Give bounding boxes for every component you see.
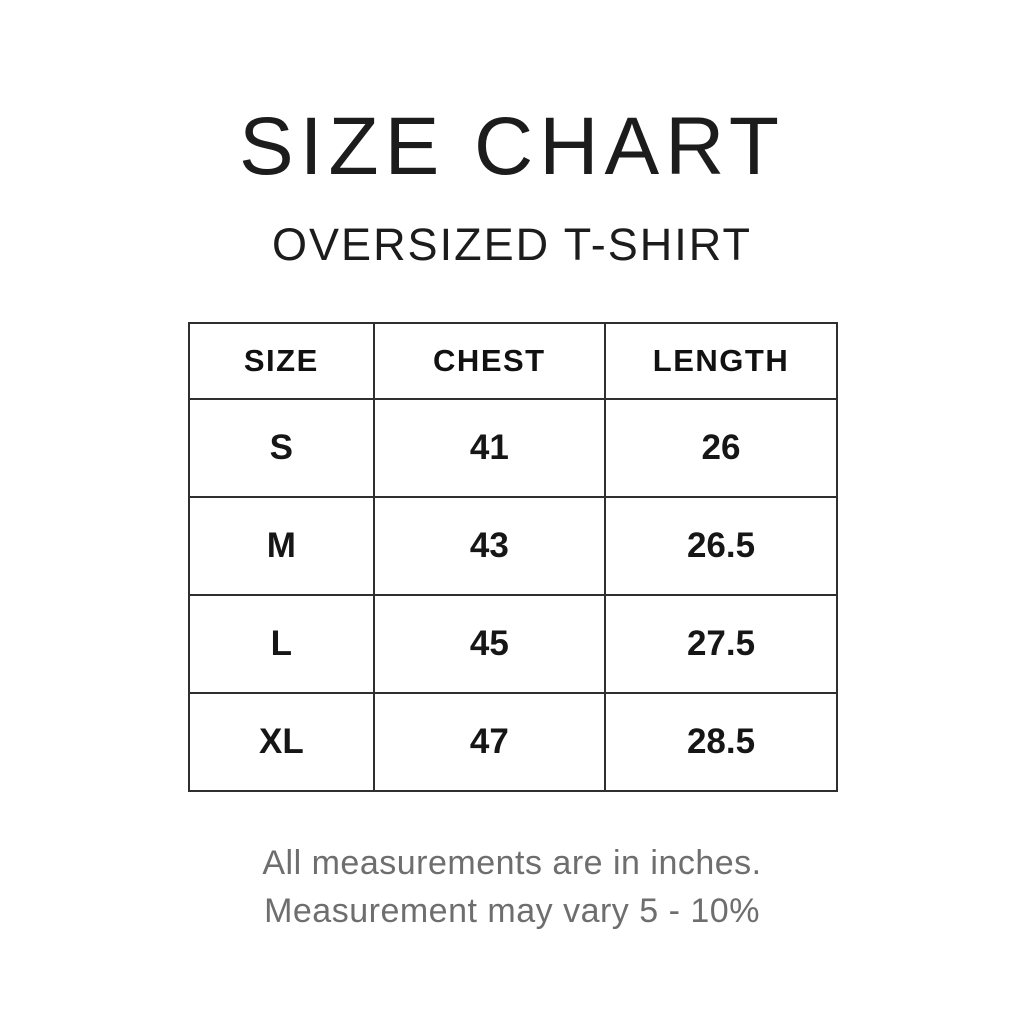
- table-row-s: S 41 26: [188, 398, 838, 498]
- cell-chest: 47: [372, 692, 607, 792]
- cell-size: XL: [188, 692, 375, 792]
- cell-size: L: [188, 594, 375, 694]
- column-header-size: SIZE: [188, 322, 375, 400]
- table-header-row: SIZE CHEST LENGTH: [188, 322, 838, 400]
- footer-line-2: Measurement may vary 5 - 10%: [264, 892, 760, 930]
- cell-length: 26: [604, 398, 838, 498]
- footer-note: All measurements are in inches. Measurem…: [0, 839, 1024, 935]
- cell-length: 28.5: [604, 692, 838, 792]
- cell-length: 26.5: [604, 496, 838, 596]
- cell-size: M: [188, 496, 375, 596]
- table-row-xl: XL 47 28.5: [188, 692, 838, 792]
- table-row-l: L 45 27.5: [188, 594, 838, 694]
- footer-line-1: All measurements are in inches.: [262, 844, 762, 882]
- table-row-m: M 43 26.5: [188, 496, 838, 596]
- cell-length: 27.5: [604, 594, 838, 694]
- cell-chest: 45: [372, 594, 607, 694]
- page-subtitle: OVERSIZED T-SHIRT: [272, 219, 752, 270]
- size-table: SIZE CHEST LENGTH S 41 26 M 43 26.5 L 45…: [188, 322, 838, 792]
- cell-chest: 41: [372, 398, 607, 498]
- column-header-chest: CHEST: [372, 322, 607, 400]
- cell-size: S: [188, 398, 375, 498]
- page-title: SIZE CHART: [239, 101, 785, 192]
- column-header-length: LENGTH: [604, 322, 838, 400]
- cell-chest: 43: [372, 496, 607, 596]
